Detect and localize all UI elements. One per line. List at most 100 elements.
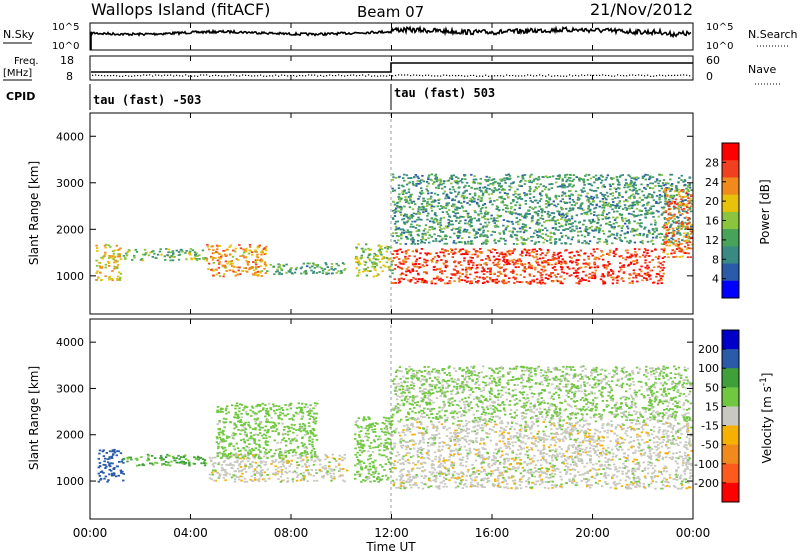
data-point (624, 217, 627, 220)
data-point (278, 271, 281, 274)
data-point (404, 251, 408, 254)
nave-point (476, 75, 478, 77)
data-point (644, 261, 647, 264)
data-point (326, 266, 329, 268)
data-point (267, 410, 270, 413)
data-point (518, 227, 522, 230)
data-point (133, 256, 136, 259)
data-point (668, 200, 672, 203)
data-point (559, 263, 563, 266)
data-point (478, 263, 481, 266)
data-point (310, 455, 313, 458)
data-point (662, 251, 665, 254)
data-point (419, 266, 422, 269)
data-point (469, 273, 472, 276)
data-point (274, 460, 277, 463)
data-point (538, 222, 541, 225)
data-point (620, 268, 623, 271)
data-point (687, 197, 690, 199)
data-point (599, 181, 603, 184)
data-point (610, 177, 613, 180)
nave-point (665, 75, 667, 77)
data-point (421, 279, 424, 281)
nave-point (320, 74, 322, 76)
data-point (225, 412, 228, 415)
data-point (456, 207, 459, 209)
data-point (165, 456, 168, 458)
data-point (685, 190, 689, 193)
data-point (514, 204, 517, 207)
data-point (495, 208, 498, 210)
nave-point (551, 75, 553, 77)
data-point (451, 249, 454, 251)
data-point (495, 258, 498, 261)
data-point (262, 407, 265, 410)
data-point (623, 232, 627, 235)
data-point (422, 197, 425, 200)
data-point (688, 183, 691, 185)
nave-point (128, 75, 130, 77)
data-point (126, 460, 129, 463)
data-point (282, 437, 286, 440)
data-point (256, 479, 260, 481)
data-point (426, 231, 429, 234)
data-point (462, 196, 466, 199)
data-point (172, 252, 175, 254)
data-point (408, 197, 412, 199)
data-point (444, 249, 447, 251)
data-point (233, 478, 237, 481)
data-point (394, 264, 397, 266)
data-point (593, 214, 596, 216)
data-point (243, 407, 246, 409)
data-point (226, 454, 230, 457)
data-point (391, 173, 395, 176)
data-point (528, 181, 531, 183)
data-point (260, 253, 263, 256)
data-point (329, 472, 332, 475)
data-point (427, 192, 430, 195)
data-point (459, 220, 462, 222)
data-point (430, 282, 433, 285)
data-point (680, 249, 684, 251)
data-point (571, 199, 575, 201)
data-point (382, 256, 385, 259)
data-point (253, 457, 256, 460)
data-point (248, 424, 251, 427)
data-point (241, 472, 244, 475)
data-point (247, 446, 250, 449)
data-point (493, 217, 496, 220)
data-point (312, 407, 315, 410)
nave-point (578, 75, 580, 77)
data-point (394, 228, 397, 231)
data-point (385, 250, 388, 253)
data-point (99, 465, 102, 468)
data-point (211, 245, 214, 247)
data-point (400, 206, 403, 209)
data-point (562, 192, 566, 194)
data-point (690, 199, 693, 202)
data-point (270, 463, 273, 465)
data-point (555, 197, 558, 200)
data-point (588, 227, 591, 230)
data-point (299, 430, 302, 433)
data-point (652, 205, 655, 208)
data-point (418, 191, 422, 194)
data-point (238, 407, 241, 410)
data-point (625, 190, 628, 193)
data-point (661, 257, 665, 259)
data-point (686, 241, 689, 244)
data-point (217, 442, 220, 445)
data-point (395, 207, 398, 210)
data-point (476, 271, 479, 274)
data-point (587, 255, 590, 258)
data-point (541, 229, 544, 231)
data-point (141, 259, 145, 262)
data-point (504, 253, 507, 256)
data-point (678, 232, 682, 235)
data-point (536, 236, 540, 239)
data-point (116, 264, 120, 266)
data-point (628, 242, 631, 244)
data-point (607, 260, 610, 263)
data-point (300, 425, 304, 428)
data-point (686, 206, 689, 209)
